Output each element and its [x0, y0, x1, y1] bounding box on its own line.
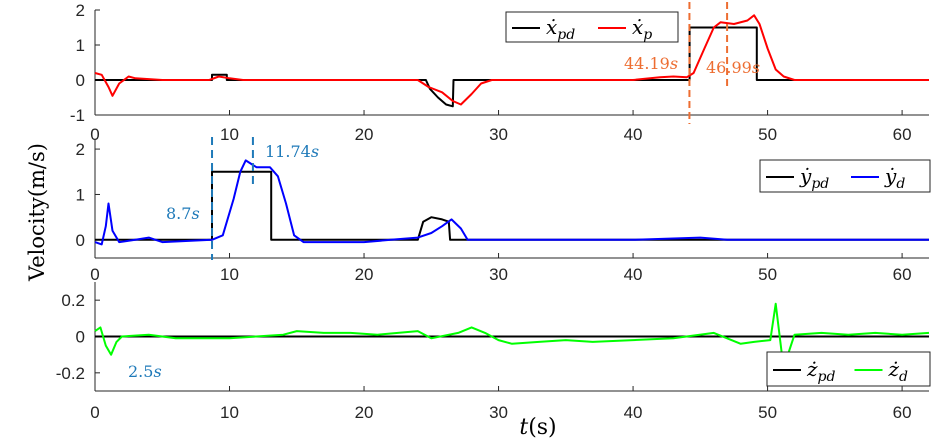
- axes: 0 10 20 30 40 50 60 -0.2 0 0.2: [56, 282, 929, 422]
- y-tick-label: 1: [76, 185, 85, 204]
- panel-x-velocity: 0 10 20 30 40 50 60 -1 0 1 2 44.19s 46.99s ẋpd ẋp: [70, 1, 929, 144]
- annotation-label: 46.99s: [706, 58, 760, 77]
- legend-entry-label: ẏpd: [799, 164, 829, 192]
- annotation-label: 2.5s: [128, 362, 162, 381]
- y-tick-label: 2: [76, 140, 85, 159]
- y-tick-label: -1: [70, 106, 85, 125]
- x-tick-label: 30: [489, 125, 508, 144]
- x-tick-label: 20: [355, 125, 374, 144]
- axes: 0 10 20 30 40 50 60 -1 0 1 2: [70, 1, 929, 144]
- annotation-label: 11.74s: [265, 142, 319, 161]
- x-tick-label: 10: [220, 125, 239, 144]
- y-tick-label: 0.2: [61, 291, 85, 310]
- x-tick-label: 60: [893, 125, 912, 144]
- legend-entry-label: żpd: [806, 357, 836, 385]
- y-tick-label: 0: [76, 328, 85, 347]
- legend-entry-label: ẋpd: [546, 15, 575, 43]
- x-tick-label: 40: [624, 403, 643, 422]
- series-line-xpd: [95, 26, 929, 108]
- axes: 0 10 20 30 40 50 60 0 1 2: [76, 140, 929, 284]
- y-axis-label: Velocity(m/s): [25, 143, 49, 282]
- x-tick-label: 0: [90, 125, 99, 144]
- y-tick-label: 2: [76, 1, 85, 20]
- x-tick-label: 60: [893, 265, 912, 284]
- x-tick-label: 10: [220, 403, 239, 422]
- x-tick-label: 30: [489, 265, 508, 284]
- x-tick-label: 50: [758, 125, 777, 144]
- legend-entry-label: ẏd: [884, 164, 905, 192]
- legend: ẏpd ẏd: [759, 159, 931, 193]
- series-line-xp: [94, 14, 929, 106]
- x-tick-label: 60: [893, 403, 912, 422]
- x-tick-label: 40: [624, 265, 643, 284]
- x-tick-label: 40: [624, 125, 643, 144]
- y-tick-label: 0: [76, 71, 85, 90]
- x-tick-label: 20: [355, 403, 374, 422]
- legend-entry-label: żd: [888, 357, 909, 385]
- x-tick-label: 10: [220, 265, 239, 284]
- x-tick-label: 20: [355, 265, 374, 284]
- x-axis-label: t(s): [519, 415, 556, 440]
- y-tick-label: 1: [76, 36, 85, 55]
- legend-box: [505, 11, 679, 43]
- x-tick-label: 50: [758, 265, 777, 284]
- annotation-label: 44.19s: [624, 54, 678, 73]
- x-tick-label: 0: [90, 265, 99, 284]
- panel-z-velocity: 0 10 20 30 40 50 60 -0.2 0 0.2 2.5s żpd żd: [56, 282, 931, 422]
- legend: żpd żd: [766, 351, 931, 387]
- y-tick-label: -0.2: [56, 364, 85, 383]
- series-line-yd: [94, 159, 929, 246]
- y-tick-label: 0: [76, 231, 85, 250]
- legend-entry-label: ẋp: [632, 15, 652, 43]
- x-tick-label: 50: [758, 403, 777, 422]
- x-tick-label: 30: [489, 403, 508, 422]
- legend: ẋpd ẋp: [505, 11, 679, 43]
- x-tick-label: 0: [90, 403, 99, 422]
- annotation-label: 8.7s: [166, 204, 200, 223]
- panel-y-velocity: 0 10 20 30 40 50 60 0 1 2 8.7s 11.74s ẏpd ẏd: [76, 137, 931, 284]
